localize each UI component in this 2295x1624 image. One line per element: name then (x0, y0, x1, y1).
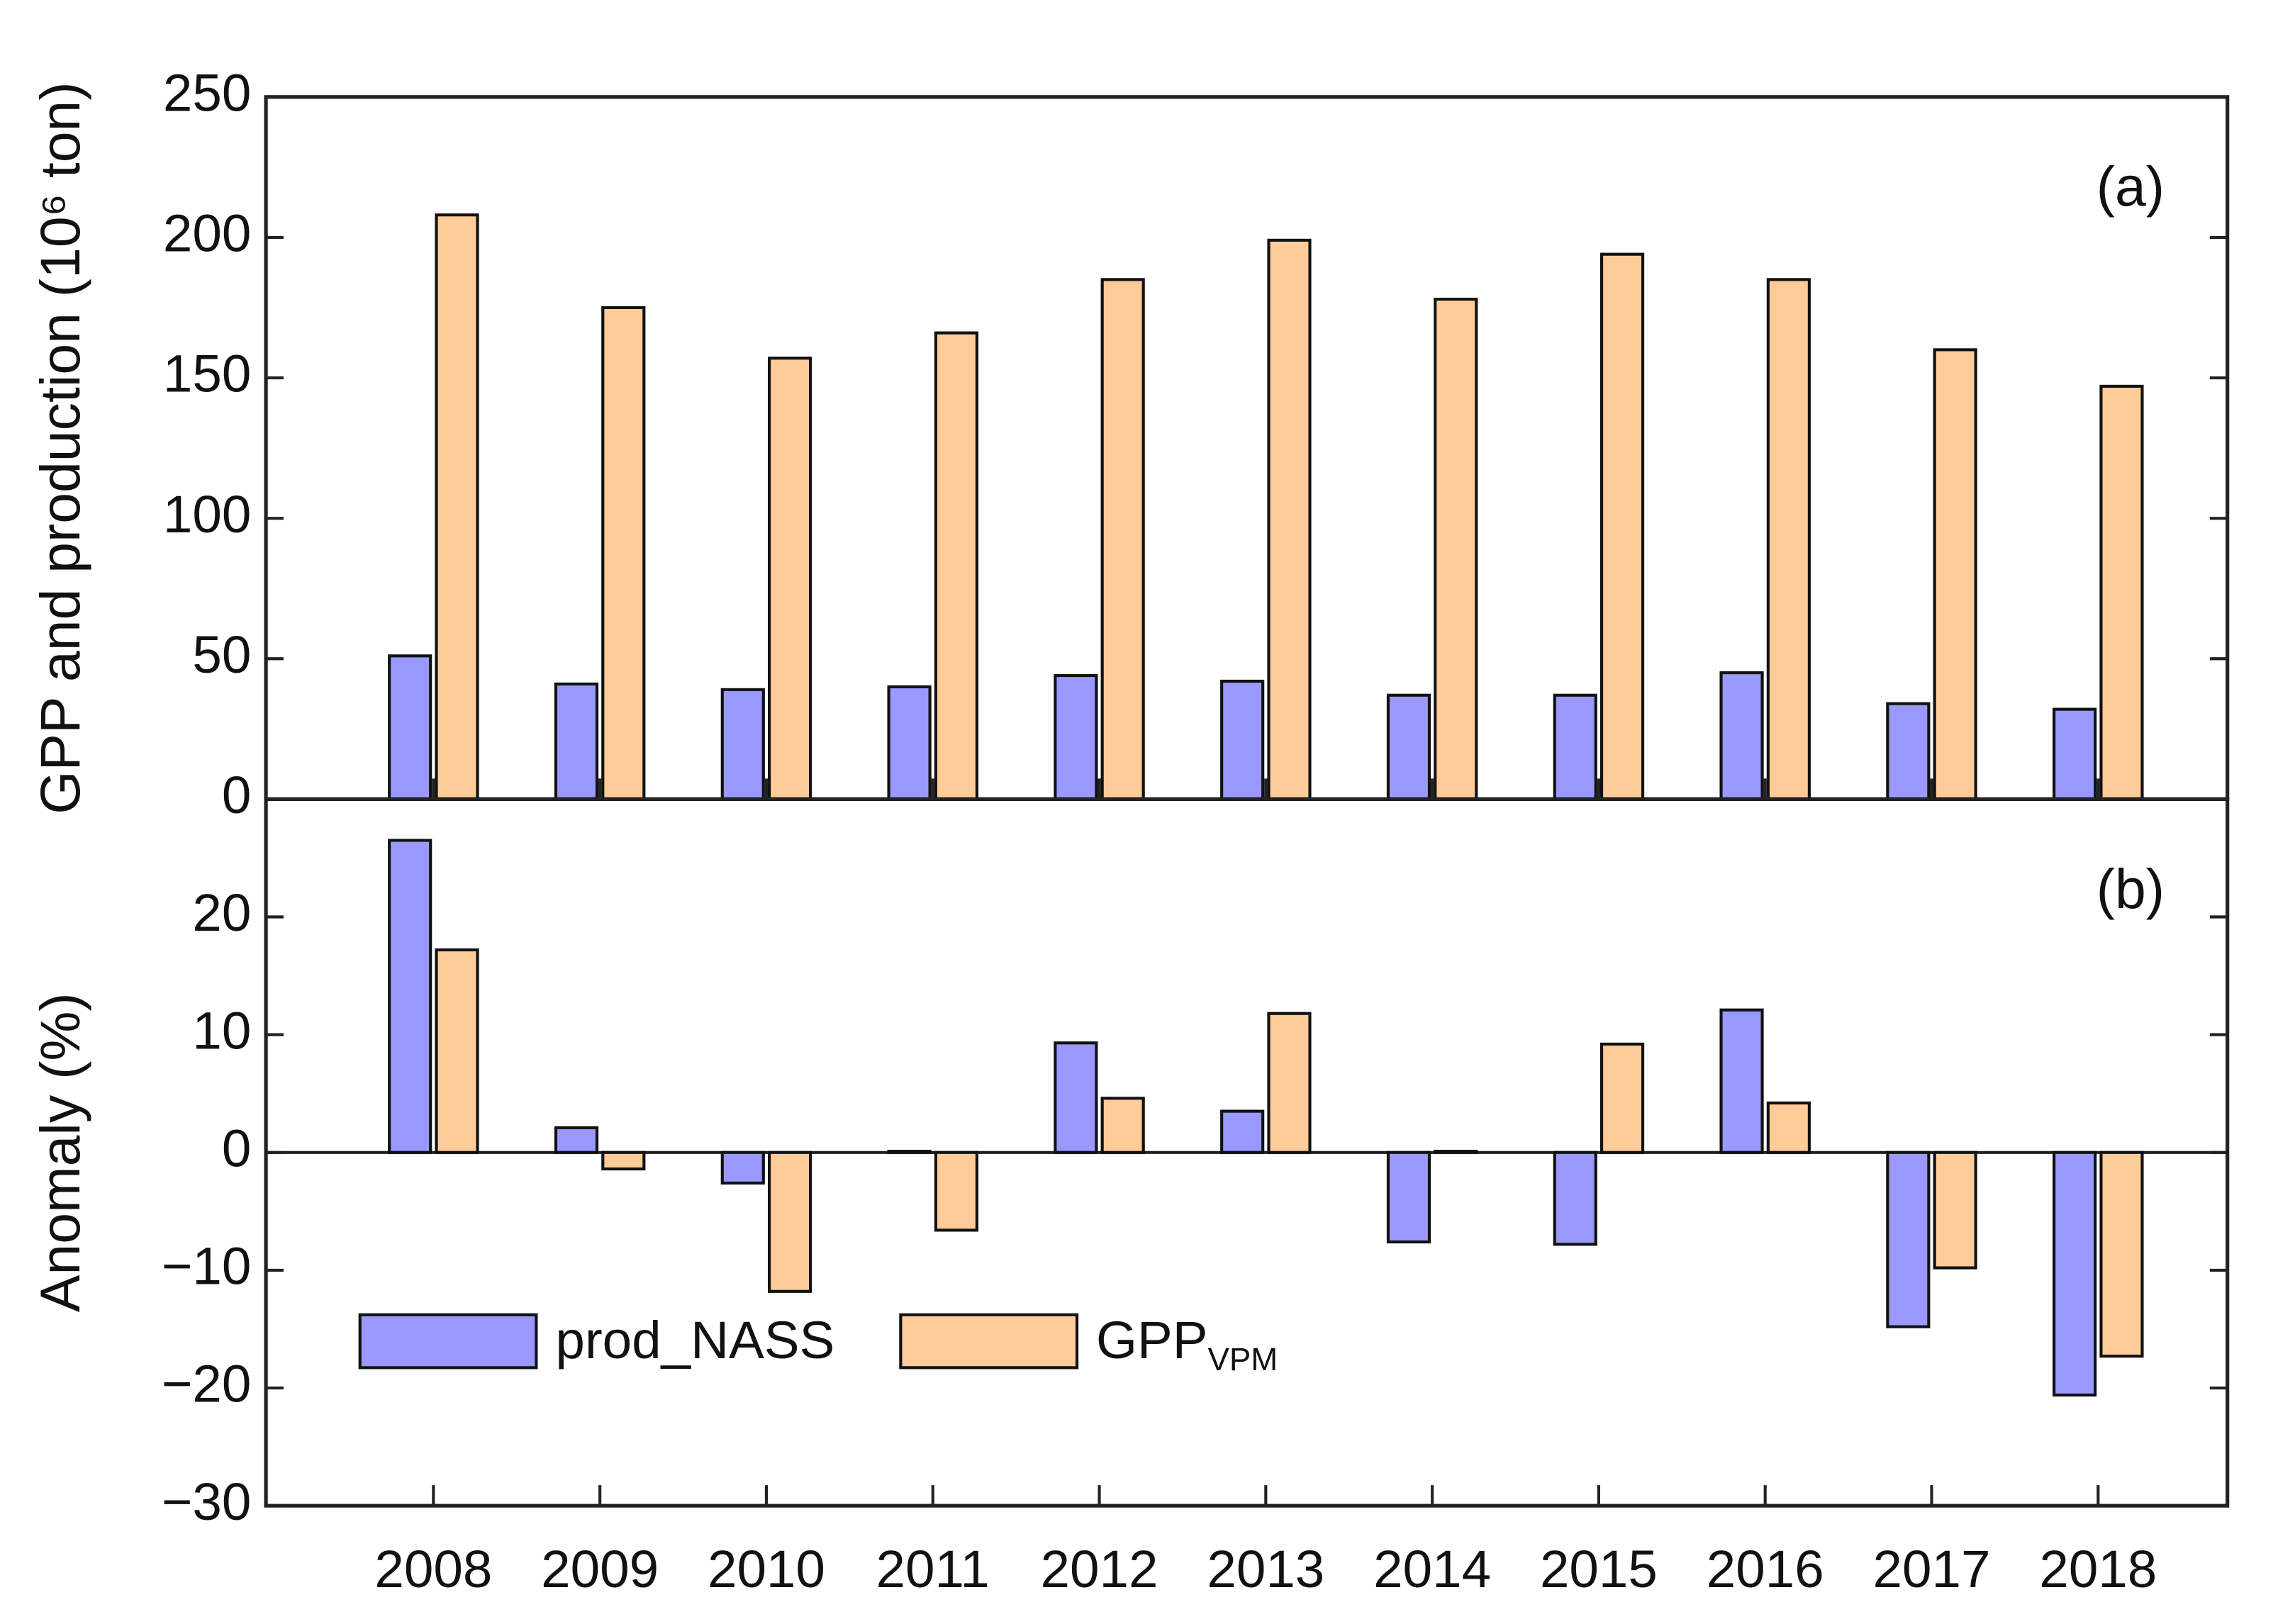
bar (1434, 1150, 1478, 1154)
bar (2099, 384, 2144, 801)
x-tick-label: 2009 (541, 1539, 659, 1598)
x-tick-label: 2011 (876, 1539, 990, 1598)
y-axis-label: GPP and production (10⁶ ton) (29, 82, 91, 814)
bar (1886, 1150, 1931, 1328)
y-axis-label: Anomaly (%) (29, 992, 91, 1312)
x-tick-label: 2014 (1373, 1539, 1491, 1598)
legend-label: GPPVPM (1096, 1310, 1278, 1377)
bar (1553, 1150, 1597, 1246)
bar (720, 1150, 765, 1185)
bar (1599, 1042, 1645, 1154)
legend-swatch (358, 1313, 538, 1370)
bar (1220, 679, 1265, 801)
x-tick-label: 2015 (1540, 1539, 1658, 1598)
y-tick-label: 10 (192, 1000, 251, 1060)
bar (887, 685, 932, 801)
bar (1054, 1041, 1098, 1154)
bar (934, 1150, 978, 1232)
panel-label: (b) (2096, 858, 2165, 920)
bar (601, 306, 646, 801)
y-tick-label: 200 (163, 203, 251, 263)
y-tick-label: −30 (162, 1472, 252, 1531)
bar (1719, 671, 1764, 801)
bar (1386, 1150, 1431, 1244)
y-tick-label: −10 (162, 1236, 252, 1296)
bar (1100, 278, 1145, 801)
bar (1434, 298, 1478, 801)
x-tick-label: 2010 (708, 1539, 825, 1598)
y-tick-label: 0 (222, 765, 251, 824)
bar (1719, 1008, 1764, 1154)
bar (1553, 693, 1597, 801)
x-tick-label: 2017 (1873, 1539, 1991, 1598)
bar (554, 682, 599, 801)
bar (1933, 348, 1977, 801)
bar (554, 1126, 599, 1154)
y-tick-label: 150 (163, 344, 251, 403)
bar (1933, 1150, 1977, 1270)
bar (2053, 1150, 2097, 1397)
x-tick-label: 2018 (2039, 1539, 2157, 1598)
y-tick-label: 20 (192, 883, 251, 942)
bar (1267, 1012, 1312, 1154)
x-tick-label: 2013 (1207, 1539, 1324, 1598)
bar (2099, 1150, 2144, 1358)
x-tick-label: 2016 (1707, 1539, 1824, 1598)
bar (2053, 707, 2097, 801)
bar (720, 688, 765, 801)
bar (1886, 702, 1931, 801)
bar (601, 1150, 646, 1171)
y-tick-label: −20 (162, 1354, 252, 1413)
bar (1386, 693, 1431, 801)
legend-swatch (899, 1313, 1079, 1370)
y-tick-label: 250 (163, 62, 251, 122)
bar (1766, 278, 1811, 801)
bar (435, 213, 479, 801)
y-tick-label: 100 (163, 484, 251, 544)
y-tick-label: 0 (222, 1118, 251, 1177)
x-tick-label: 2008 (374, 1539, 492, 1598)
legend-label: prod_NASS (555, 1310, 834, 1370)
bar (1054, 673, 1098, 801)
bar (768, 1150, 813, 1293)
panel-label: (a) (2096, 155, 2165, 218)
bar (887, 1150, 932, 1154)
bar (1220, 1109, 1265, 1154)
bar (1267, 238, 1312, 801)
bar (435, 948, 479, 1154)
legend-subscript: VPM (1207, 1341, 1278, 1377)
bar (1100, 1097, 1145, 1154)
bar (1599, 252, 1645, 801)
bar (768, 357, 813, 801)
y-tick-label: 50 (192, 625, 251, 684)
x-tick-label: 2012 (1041, 1539, 1158, 1598)
bar (934, 331, 978, 801)
bar (1766, 1101, 1811, 1154)
bar (388, 839, 432, 1154)
bar (388, 654, 432, 801)
